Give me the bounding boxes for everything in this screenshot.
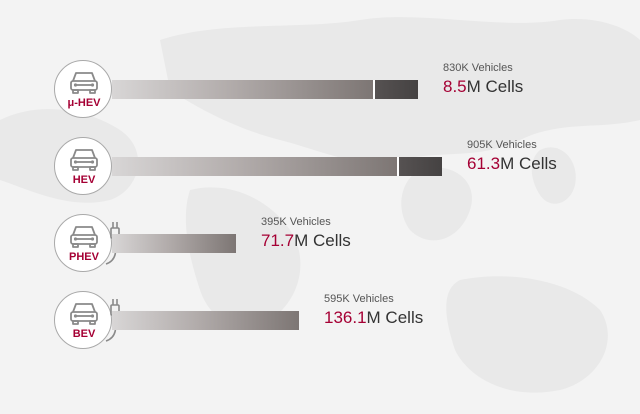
vehicle-type-label: HEV	[72, 174, 96, 186]
chart-row: HEV 905K Vehicles 61.3M Cells	[0, 137, 640, 207]
vehicle-type-label: PHEV	[69, 251, 99, 263]
cells-number: 71.7	[261, 231, 295, 250]
vehicles-value-label: 395K Vehicles	[261, 216, 331, 228]
vehicle-badge: BEV	[54, 291, 112, 349]
cells-unit: M Cells	[466, 77, 524, 96]
vehicle-type-icon: PHEV	[54, 214, 128, 278]
vehicle-badge: μ-HEV	[54, 60, 112, 118]
cells-value-label: 136.1M Cells	[324, 308, 423, 328]
vehicles-value-label: 595K Vehicles	[324, 293, 394, 305]
vehicles-value-label: 905K Vehicles	[467, 139, 537, 151]
vehicle-type-icon: BEV	[54, 291, 128, 355]
chart-row: PHEV 395K Vehicles 71.7M Cells	[0, 214, 640, 284]
bar-extension-segment	[373, 80, 418, 99]
vehicle-type-icon: μ-HEV	[54, 60, 128, 124]
cells-value-label: 61.3M Cells	[467, 154, 557, 174]
cells-number: 136.1	[324, 308, 367, 327]
vehicle-count-bar	[112, 234, 236, 253]
vehicle-badge: PHEV	[54, 214, 112, 272]
cells-number: 8.5	[443, 77, 467, 96]
car-icon	[70, 72, 98, 94]
car-icon	[70, 226, 98, 248]
cells-value-label: 8.5M Cells	[443, 77, 523, 97]
bar-extension-segment	[397, 157, 442, 176]
cells-number: 61.3	[467, 154, 501, 173]
cells-unit: M Cells	[294, 231, 351, 250]
cells-unit: M Cells	[366, 308, 424, 327]
vehicle-count-bar	[112, 311, 299, 330]
vehicle-count-bar	[112, 80, 373, 99]
vehicle-badge: HEV	[54, 137, 112, 195]
vehicle-type-icon: HEV	[54, 137, 128, 201]
vehicle-type-label: μ-HEV	[67, 97, 101, 109]
car-icon	[70, 149, 98, 171]
car-icon	[70, 303, 98, 325]
cells-unit: M Cells	[500, 154, 557, 173]
vehicles-value-label: 830K Vehicles	[443, 62, 513, 74]
vehicle-type-label: BEV	[72, 328, 96, 340]
chart-row: μ-HEV 830K Vehicles 8.5M Cells	[0, 60, 640, 130]
vehicle-count-bar	[112, 157, 397, 176]
chart-row: BEV 595K Vehicles 136.1M Cells	[0, 291, 640, 361]
cells-value-label: 71.7M Cells	[261, 231, 351, 251]
